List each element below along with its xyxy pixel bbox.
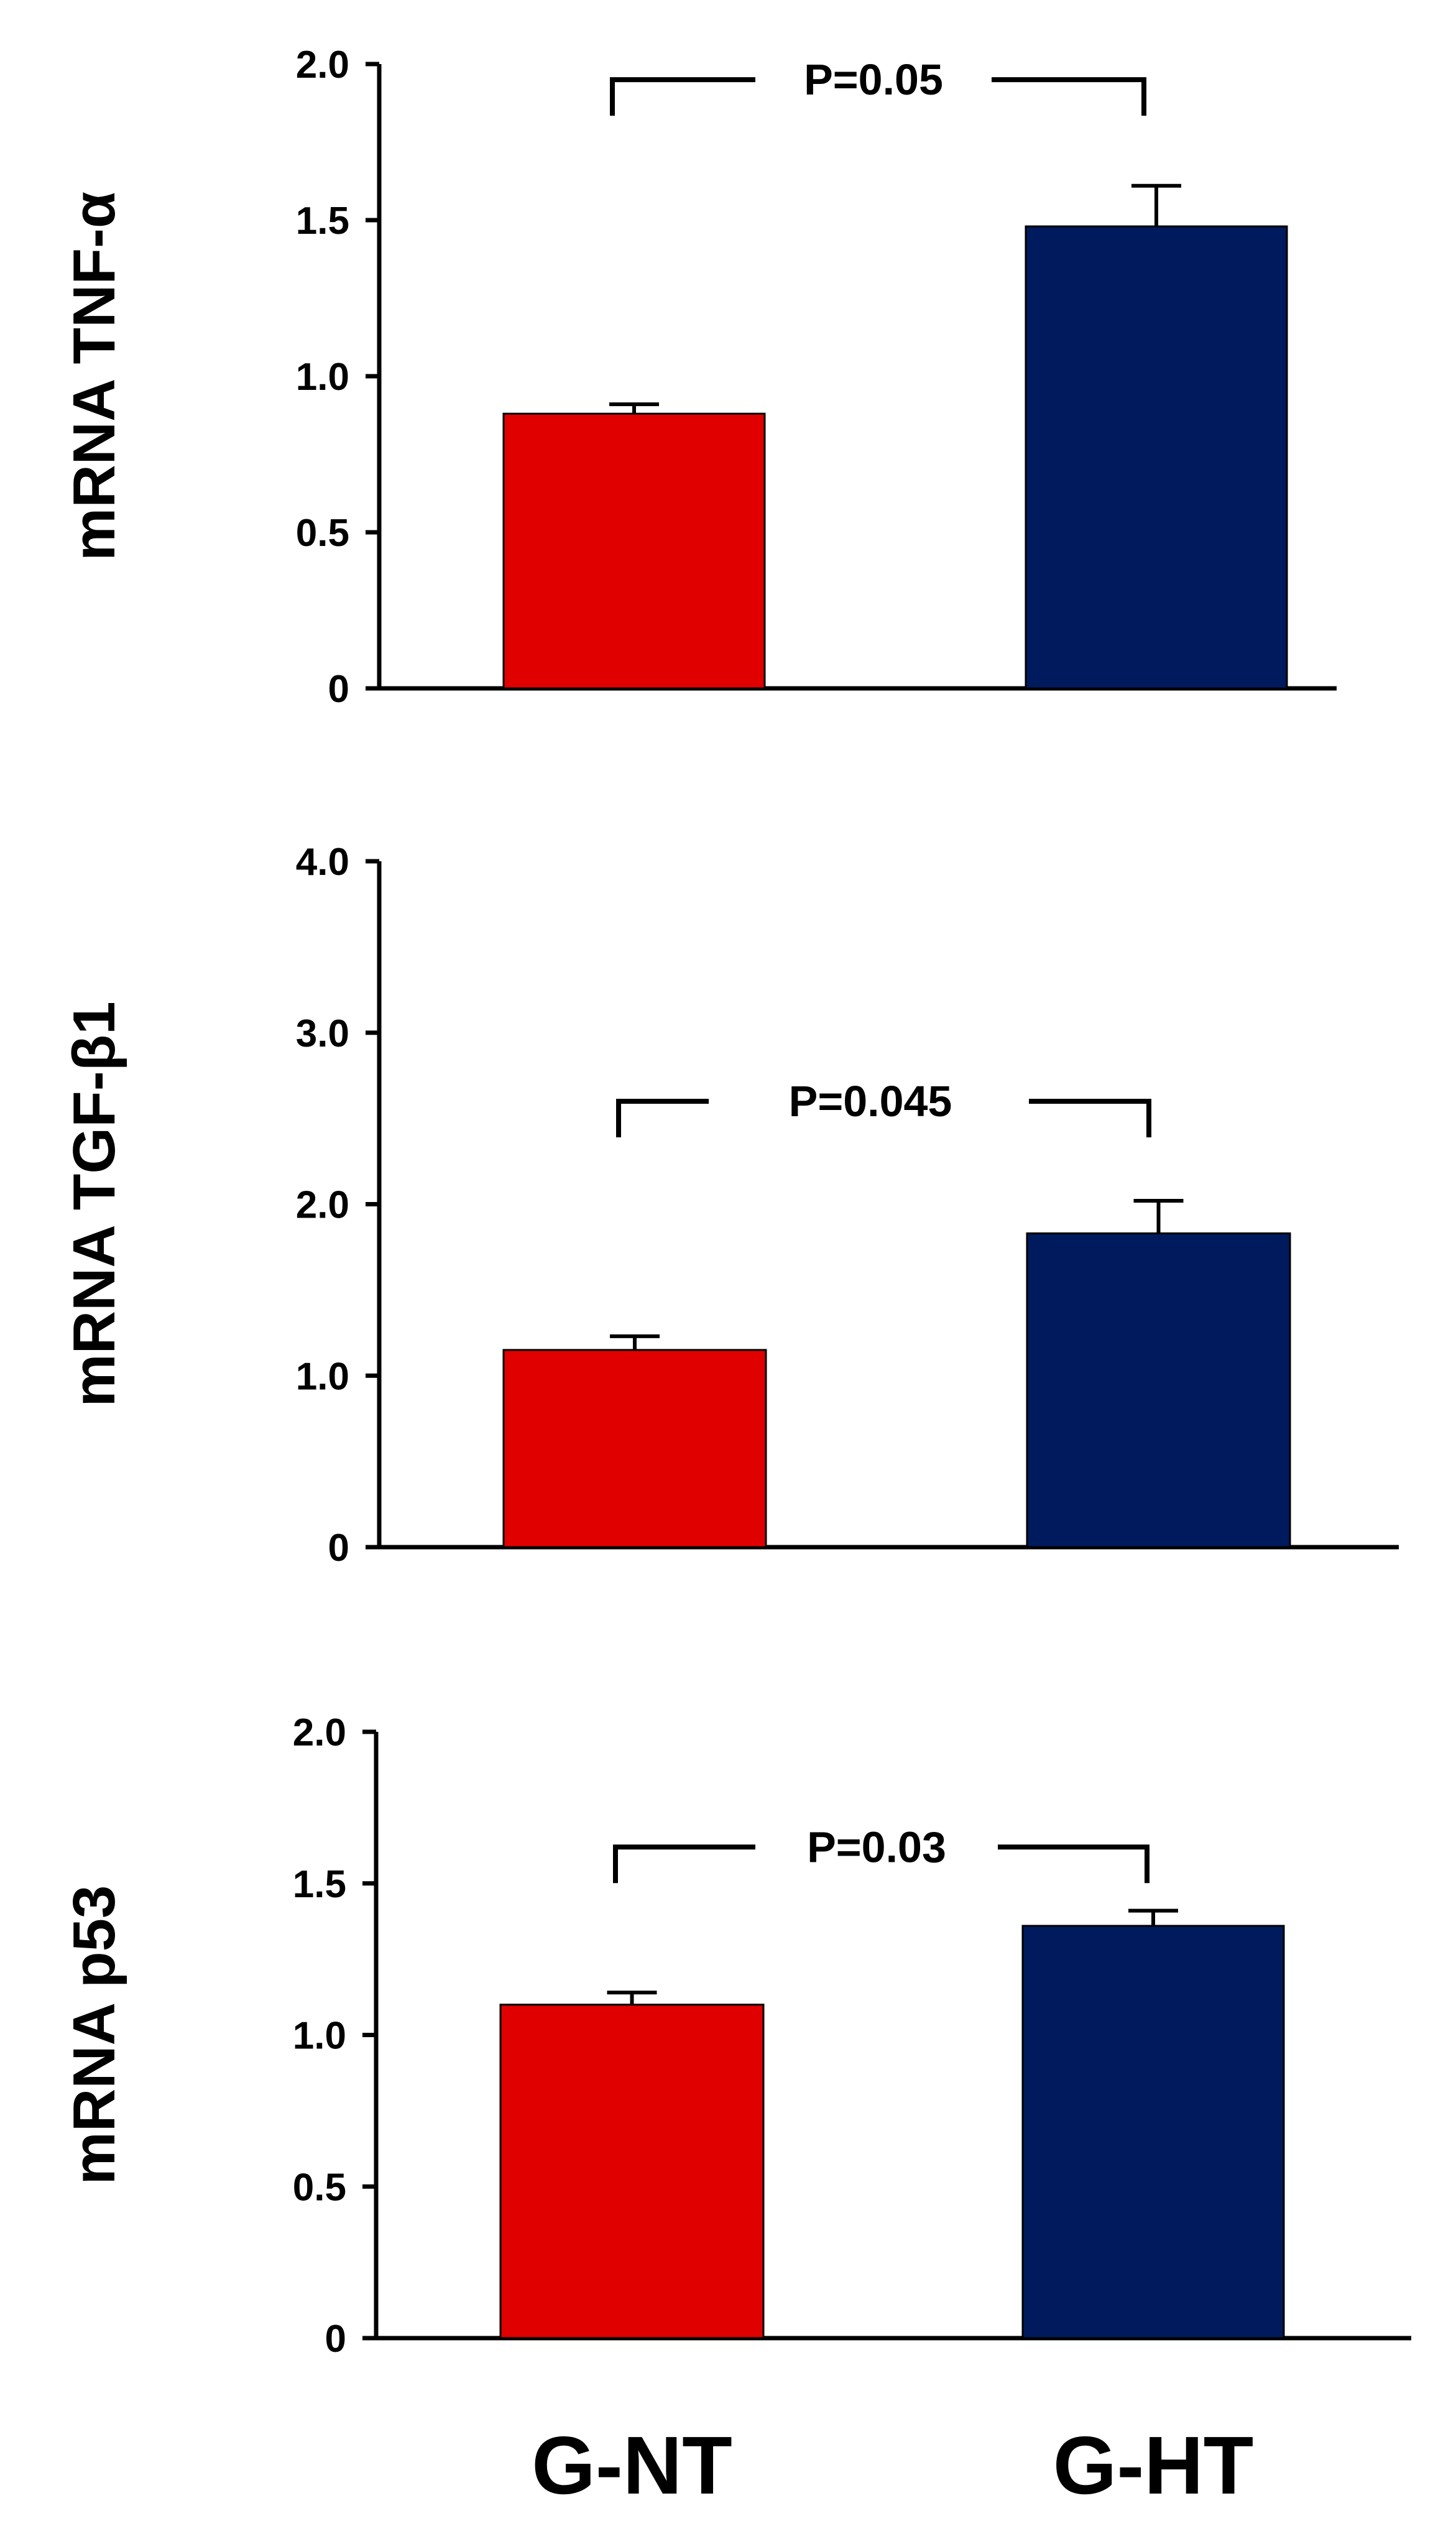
y-tick-label: 4.0: [296, 841, 349, 884]
y-tick-label: 1.0: [296, 356, 349, 399]
y-tick-label: 0: [328, 668, 349, 711]
y-tick-label: 1.0: [296, 1355, 349, 1398]
chart-panel-mrna-tgf-1: 0 1.0 2.0 3.0 4.0 mRNA TGF-β1 P=0.045: [61, 841, 1399, 1570]
y-tick-label: 2.0: [296, 1184, 349, 1227]
y-axis-label: mRNA TGF-β1: [61, 1001, 127, 1407]
bar-g-ht: [1025, 225, 1288, 690]
x-category-label-g-nt: G-NT: [532, 2420, 732, 2511]
y-tick-label: 2.0: [293, 1711, 346, 1754]
y-tick-label: 0.5: [296, 512, 349, 555]
bar-g-ht: [1021, 1925, 1285, 2339]
y-tick-label: 0: [325, 2318, 346, 2361]
y-tick-label: 3.0: [296, 1012, 349, 1055]
y-tick-label: 0.5: [293, 2166, 346, 2209]
y-axis-label: mRNA TNF-α: [61, 192, 127, 561]
y-tick-label: 1.0: [293, 2015, 346, 2058]
y-tick-label: 0: [328, 1527, 349, 1570]
p-value-label: P=0.05: [804, 55, 943, 104]
significance-bracket: [616, 1099, 1151, 1138]
p-value-label: P=0.03: [807, 1823, 946, 1871]
significance-bracket: [613, 1844, 1150, 1884]
y-axis-label: mRNA p53: [61, 1885, 127, 2185]
bar-g-ht: [1026, 1232, 1291, 1548]
bar-g-nt: [499, 2004, 765, 2339]
x-category-label-g-ht: G-HT: [1053, 2420, 1254, 2511]
significance-bracket: [610, 77, 1146, 116]
y-tick-label: 1.5: [293, 1863, 346, 1906]
chart-panel-mrna-tnf: 0 0.5 1.0 1.5 2.0 mRNA TNF-α P=0.05: [61, 44, 1337, 711]
y-tick-label: 1.5: [296, 200, 349, 243]
bar-g-nt: [502, 1349, 767, 1548]
p-value-label: P=0.045: [789, 1077, 952, 1126]
bar-g-nt: [502, 412, 766, 690]
chart-panel-mrna-p53: 0 0.5 1.0 1.5 2.0 mRNA p53 P=0.03: [61, 1711, 1411, 2361]
y-tick-label: 2.0: [296, 44, 349, 86]
panels: 0 0.5 1.0 1.5 2.0 mRNA TNF-α P=0.05 0 1.0 2.0 3.0 4…: [61, 44, 1411, 2361]
